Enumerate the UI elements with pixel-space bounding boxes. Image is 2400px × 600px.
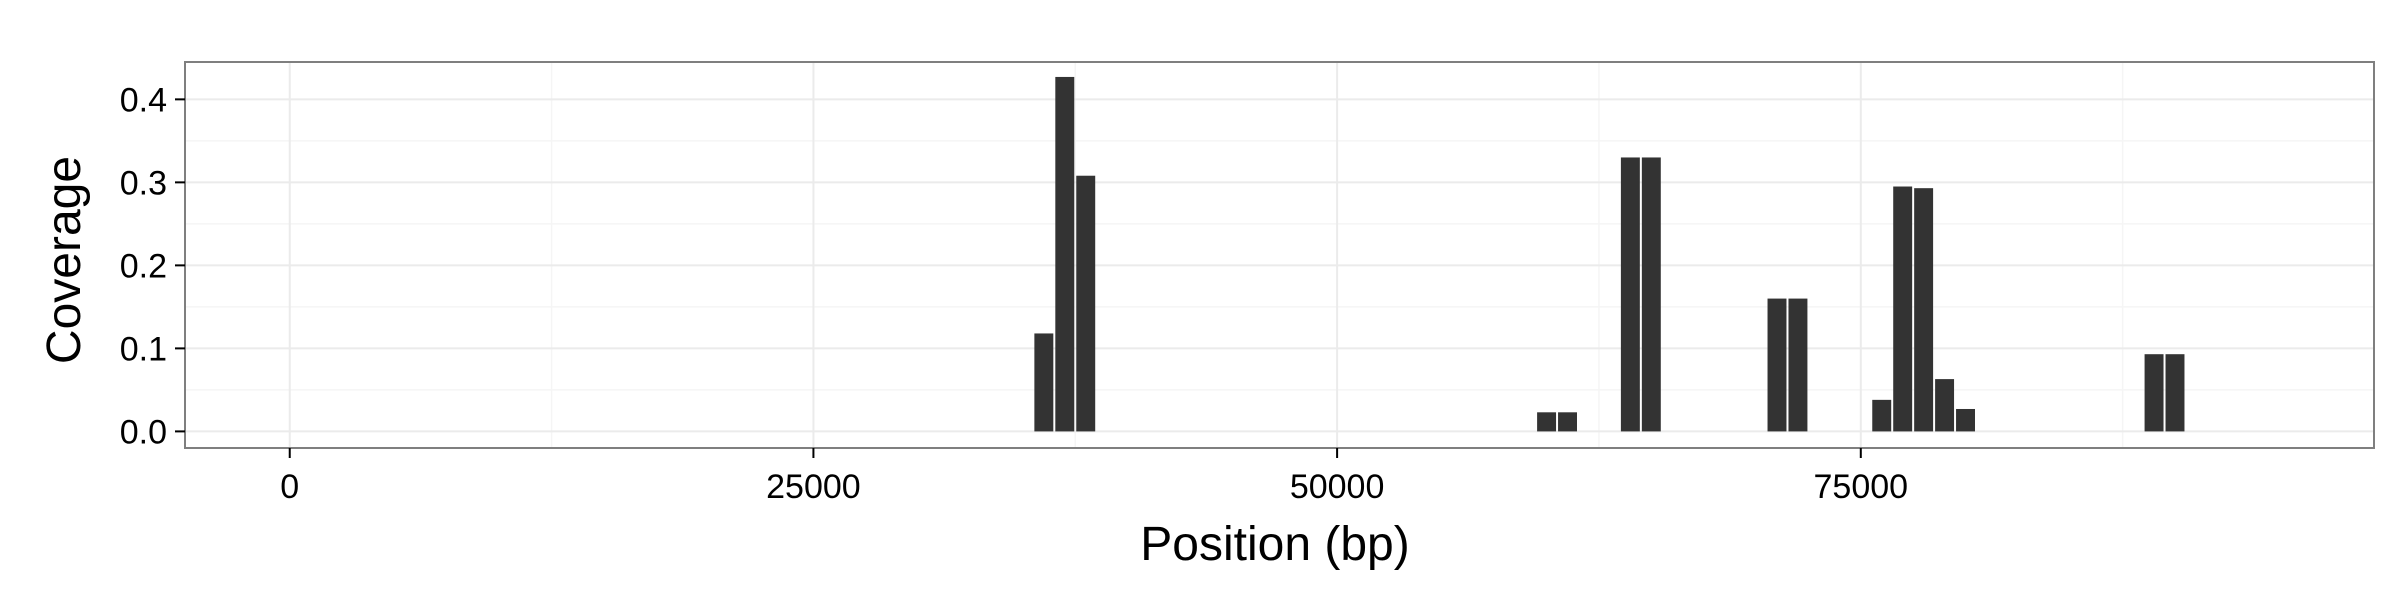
coverage-bar <box>2165 354 2185 432</box>
x-tick-label: 25000 <box>766 468 861 506</box>
bars <box>1034 76 2185 432</box>
y-axis-title: Coverage <box>38 156 91 364</box>
coverage-bar <box>1956 408 1975 432</box>
x-tick-label: 75000 <box>1814 468 1909 506</box>
coverage-bar <box>1914 188 1934 432</box>
y-tick-label: 0.0 <box>120 413 167 451</box>
x-tick-label: 0 <box>280 468 299 506</box>
y-axis-ticks: 0.0 0.1 0.2 0.3 0.4 <box>120 81 185 451</box>
y-tick-label: 0.2 <box>120 247 167 285</box>
coverage-bar <box>2144 354 2164 432</box>
coverage-bar <box>1055 76 1075 432</box>
coverage-bar <box>1034 333 1054 432</box>
y-tick-label: 0.3 <box>120 164 167 202</box>
coverage-bar <box>1893 186 1913 432</box>
grid-major <box>185 62 2374 448</box>
coverage-bar <box>1788 298 1808 432</box>
x-axis-ticks: 0 25000 50000 75000 <box>280 448 1908 506</box>
coverage-bar <box>1558 412 1577 432</box>
coverage-bar <box>1076 175 1096 432</box>
grid-minor <box>185 62 2374 448</box>
y-tick-label: 0.4 <box>120 81 167 119</box>
coverage-bar <box>1935 379 1955 432</box>
x-axis-title: Position (bp) <box>1140 518 1409 571</box>
coverage-bar <box>1537 412 1557 432</box>
coverage-bar <box>1620 157 1640 432</box>
coverage-bar <box>1641 157 1661 432</box>
coverage-bar <box>1767 298 1787 432</box>
panel-border <box>184 61 2375 449</box>
coverage-bar <box>1872 399 1892 432</box>
y-tick-label: 0.1 <box>120 330 167 368</box>
x-tick-label: 50000 <box>1290 468 1385 506</box>
